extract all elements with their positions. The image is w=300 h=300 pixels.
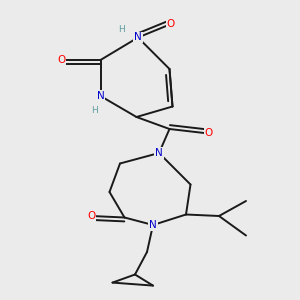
Text: N: N — [97, 91, 104, 101]
Text: O: O — [57, 55, 66, 65]
Text: O: O — [87, 211, 96, 221]
Text: H: H — [91, 106, 98, 115]
Text: O: O — [204, 128, 213, 139]
Text: N: N — [149, 220, 157, 230]
Text: N: N — [134, 32, 142, 43]
Text: N: N — [155, 148, 163, 158]
Text: H: H — [118, 26, 125, 34]
Text: O: O — [167, 19, 175, 29]
